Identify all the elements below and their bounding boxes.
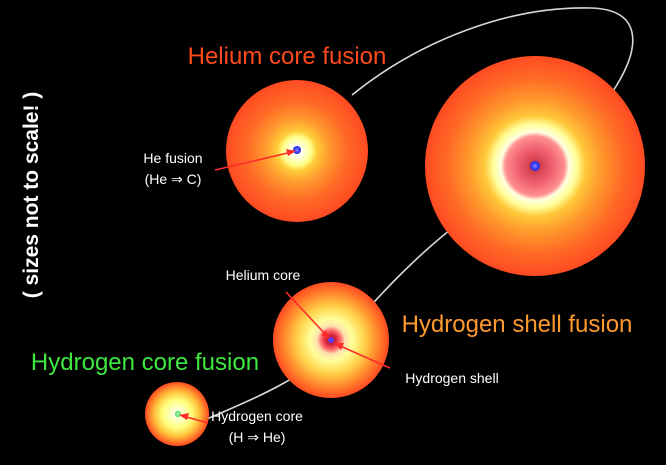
he-fusion-core-dot [293,146,301,154]
helium-core-arrowhead [321,330,330,339]
red-giant-core-dot [530,161,540,171]
he-fusion-reaction-label: (He ⇒ C) [145,171,202,187]
he-fusion-label: He fusion [143,150,202,166]
hydrogen-core-label: Hydrogen core [211,408,303,424]
hydrogen-core-fusion-title: Hydrogen core fusion [31,349,259,376]
hydrogen-core-reaction-label: (H ⇒ He) [229,429,286,445]
helium-core-label: Helium core [226,267,301,283]
he-fusion-pointer [214,151,293,171]
hydrogen-shell-pointer [337,344,391,369]
hydrogen-core-dot [175,411,181,417]
hydrogen-core-arrowhead [179,413,189,420]
hydrogen-shell-fusion-title: Hydrogen shell fusion [402,311,633,338]
helium-core-fusion-title: Helium core fusion [188,43,387,70]
hydrogen-shell-arrowhead [334,343,344,350]
helium-core-pointer [285,291,328,337]
scale-note: ( sizes not to scale! ) [20,92,43,299]
he-fusion-arrowhead [286,149,296,156]
hydrogen-shell-label: Hydrogen shell [405,370,498,386]
